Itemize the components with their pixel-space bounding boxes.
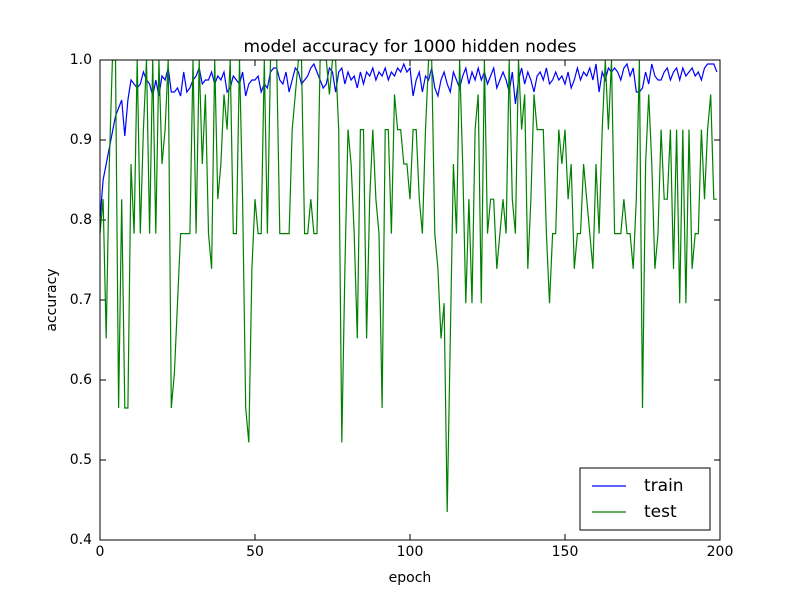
x-tick-label: 200: [707, 544, 734, 560]
x-tick-label: 150: [552, 544, 579, 560]
line-series: [100, 60, 717, 513]
y-axis-label: accuracy: [44, 268, 60, 331]
legend-box: [579, 467, 711, 531]
legend-label: train: [644, 476, 684, 496]
y-tick-label: 0.4: [70, 532, 92, 548]
y-tick-label: 0.8: [70, 212, 92, 228]
x-axis-label: epoch: [389, 570, 432, 586]
y-tick-label: 0.7: [70, 292, 92, 308]
y-tick-label: 0.6: [70, 372, 92, 388]
y-tick-label: 1.0: [70, 52, 92, 68]
y-tick-label: 0.9: [70, 132, 92, 148]
plot-frame: [99, 59, 721, 541]
x-tick-label: 50: [246, 544, 264, 560]
x-tick-label: 0: [96, 544, 105, 560]
line-series: [100, 62, 718, 221]
chart-title: model accuracy for 1000 hidden nodes: [244, 37, 577, 57]
y-tick-label: 0.5: [70, 452, 92, 468]
x-tick-label: 100: [397, 544, 424, 560]
legend-label: test: [644, 502, 677, 522]
